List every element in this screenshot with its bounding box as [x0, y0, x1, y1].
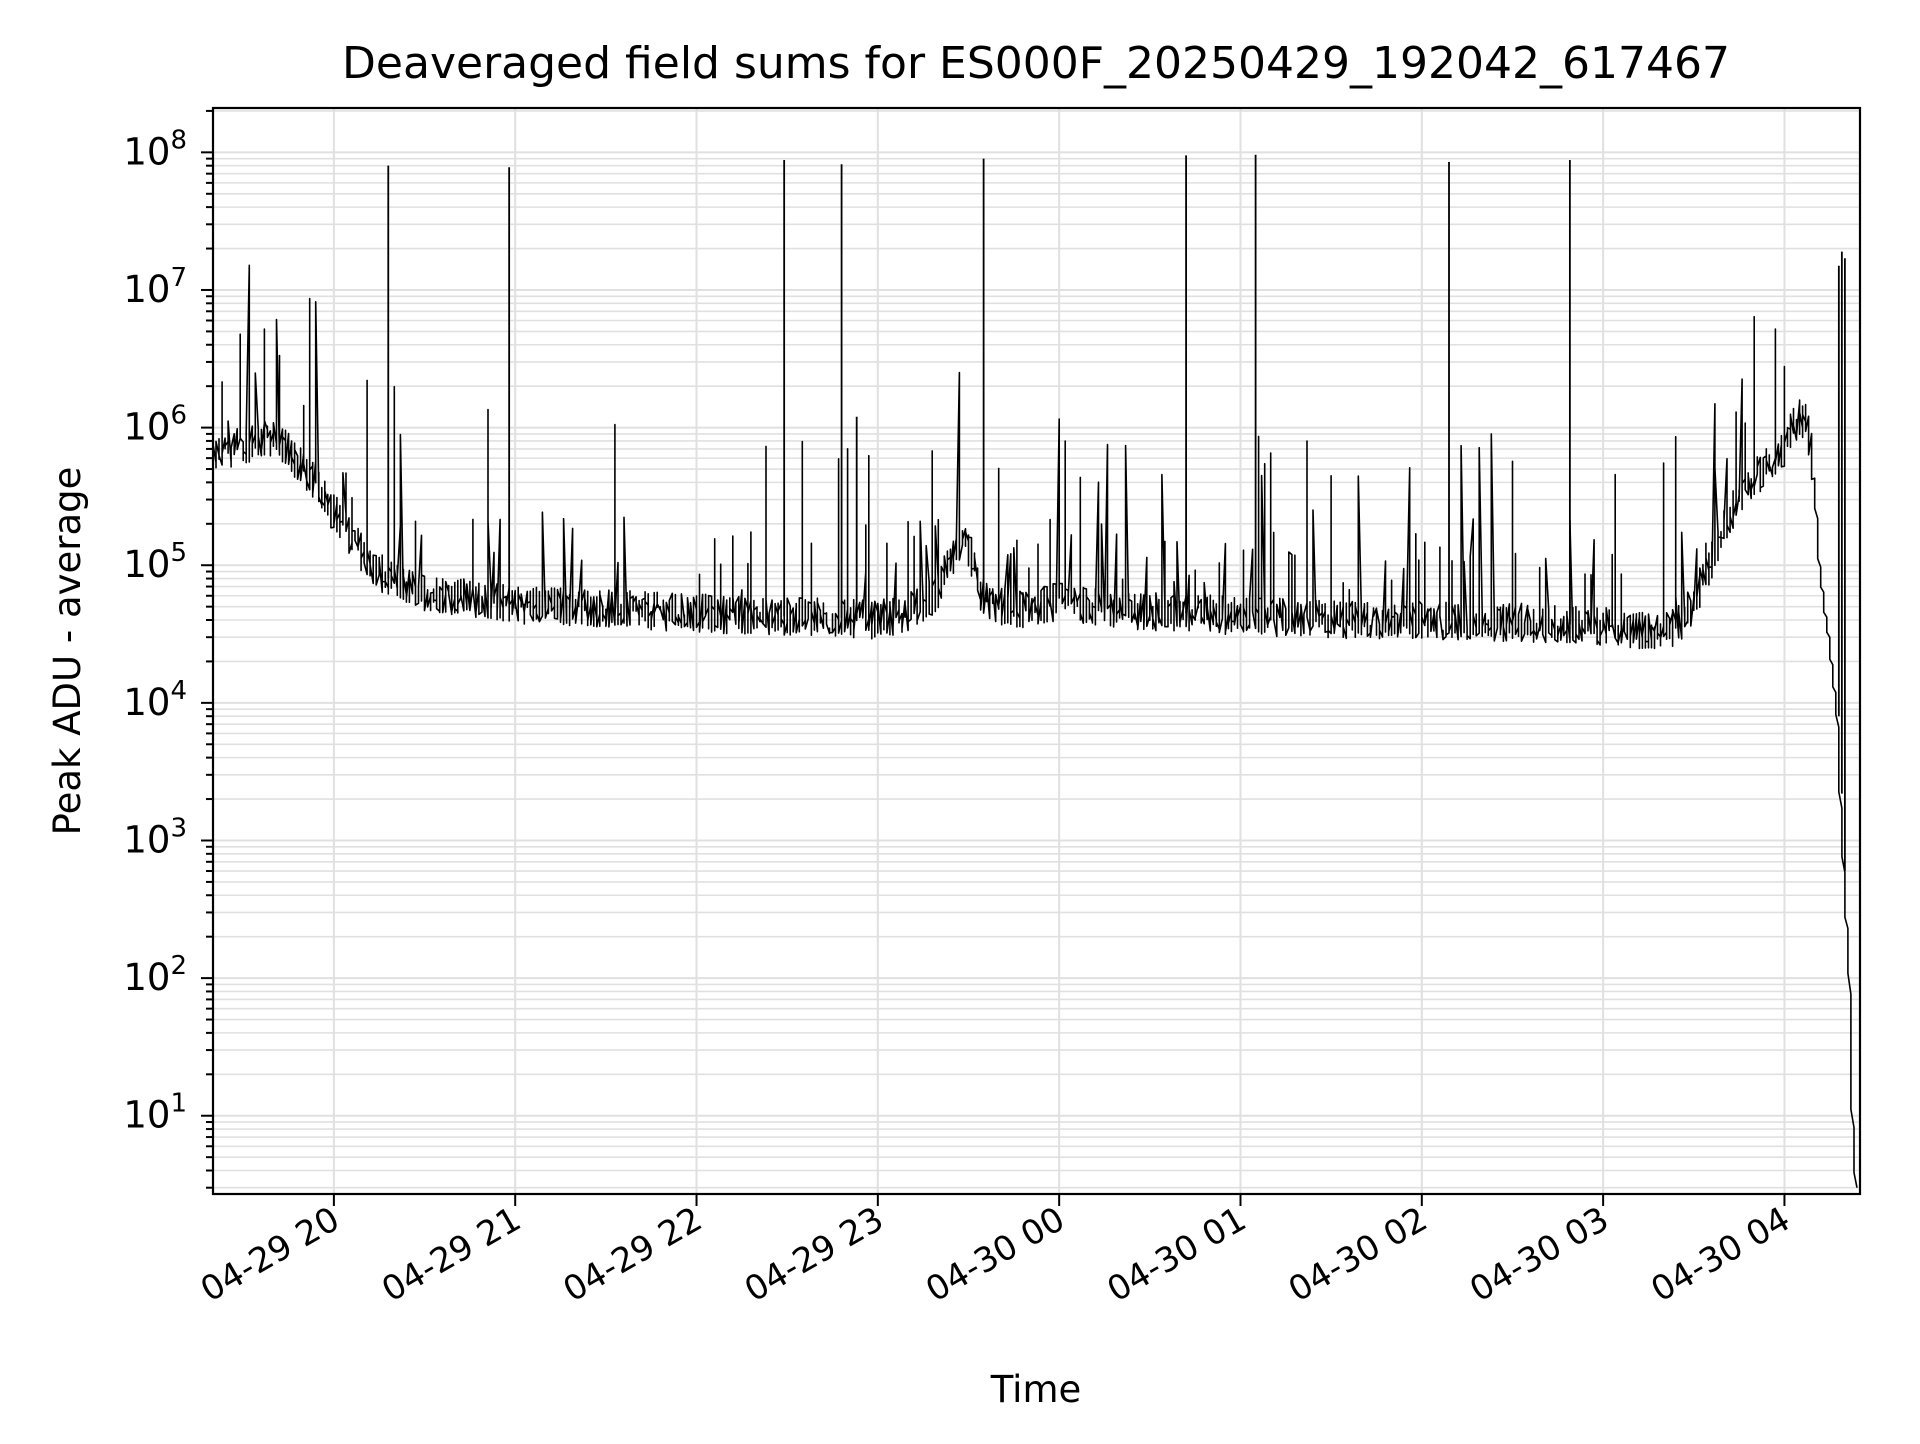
y-tick-label: 101 [123, 1089, 187, 1137]
y-tick-label: 106 [123, 401, 187, 449]
x-axis-label: Time [990, 1368, 1082, 1411]
grid-layer [213, 108, 1860, 1194]
x-tick-label: 04-30 04 [1645, 1199, 1797, 1310]
x-tick-label: 04-30 02 [1282, 1199, 1434, 1310]
chart-title: Deaveraged field sums for ES000F_2025042… [342, 38, 1730, 89]
y-axis-label: Peak ADU - average [46, 467, 89, 836]
x-tick-label: 04-29 20 [194, 1199, 346, 1310]
x-tick-label: 04-29 23 [738, 1199, 890, 1310]
x-tick-label: 04-30 01 [1101, 1199, 1253, 1310]
series-layer [212, 154, 1858, 1188]
y-tick-label: 105 [123, 538, 187, 586]
x-tick-label: 04-30 03 [1463, 1199, 1615, 1310]
y-tick-label: 104 [123, 676, 187, 724]
x-tick-label: 04-30 00 [919, 1199, 1071, 1310]
y-tick-label: 103 [123, 813, 187, 861]
x-tick-label: 04-29 22 [557, 1199, 709, 1310]
series-line [212, 264, 1858, 1188]
y-tick-label: 108 [123, 125, 187, 173]
y-tick-label: 102 [123, 951, 187, 999]
plot-frame [211, 106, 1862, 1196]
x-tick-label: 04-29 21 [375, 1199, 527, 1310]
y-tick-label: 107 [123, 263, 187, 311]
